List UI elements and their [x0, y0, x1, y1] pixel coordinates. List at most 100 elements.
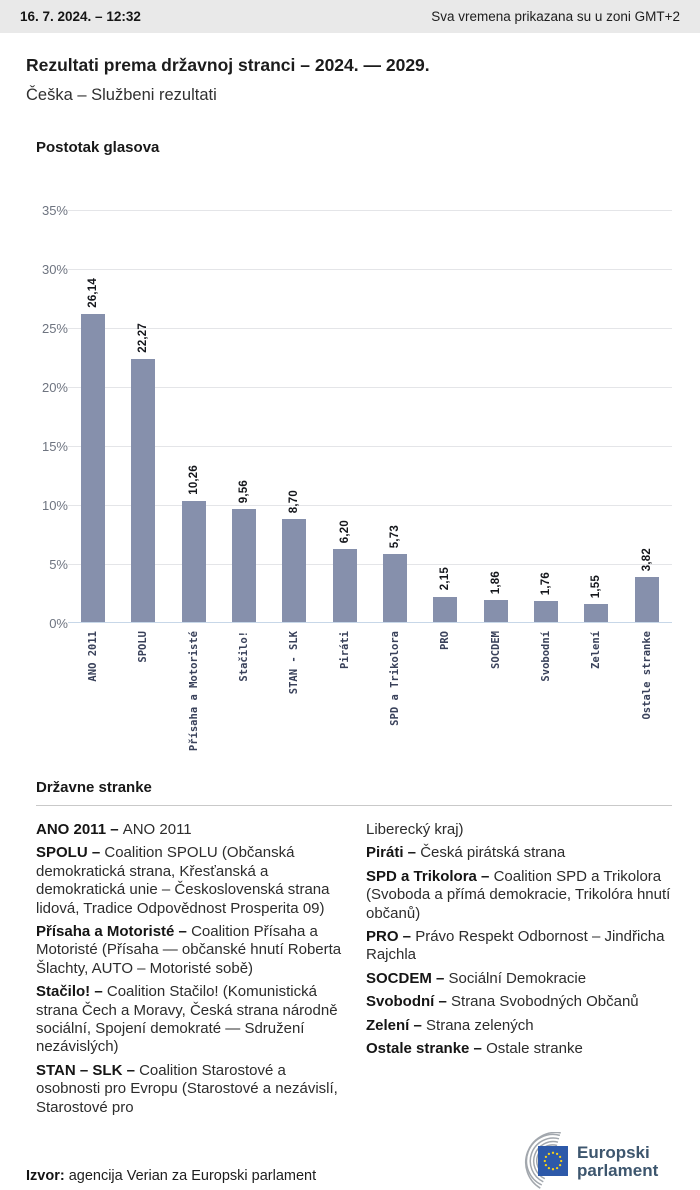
parties-divider — [36, 805, 672, 806]
x-axis-label: Piráti — [338, 631, 351, 669]
bar-slot: 8,70 — [269, 210, 319, 622]
bar-slot: 26,14 — [68, 210, 118, 622]
gridline — [68, 387, 672, 388]
parties-column: ANO 2011 – ANO 2011 SPOLU – Coalition SPO… — [36, 816, 342, 1122]
party-name: Svobodní – — [366, 993, 452, 1011]
party-item: SPD a Trikolora – Coalition SPD a Trikol… — [366, 868, 672, 923]
x-axis-label: SPD a Trikolora — [389, 631, 402, 726]
x-axis-label: Přísaha a Motoristé — [187, 631, 200, 752]
chart-section: Postotak glasova 35% 30% 25% 20% 15% 10% 5% 0% … — [0, 138, 700, 763]
source-text: agencija Verian za Europski parlament — [64, 1168, 317, 1185]
party-description: Strana zelených — [426, 1016, 534, 1034]
top-bar: 16. 7. 2024. – 12:32 Sva vremena prikaza… — [0, 0, 700, 33]
x-label-slot: SPOLU — [118, 623, 168, 763]
x-axis-labels: ANO 2011 SPOLU Přísaha a Motoristé Stačilo!… — [68, 623, 672, 763]
bar-value-label: 10,26 — [187, 465, 200, 495]
party-item: Svobodní – Strana Svobodných Občanů — [366, 993, 672, 1011]
x-label-slot: ANO 2011 — [68, 623, 118, 763]
party-item: SOCDEM – Sociální Demokracie — [366, 970, 672, 988]
y-axis-label: 15% — [41, 439, 68, 454]
party-description: Právo Respekt Odbornost – Jindřicha Rajc… — [366, 928, 665, 964]
source-line: Izvor: agencija Verian za Europski parla… — [26, 1168, 316, 1184]
page-title: Rezultati prema državnoj stranci – 2024.… — [26, 55, 430, 75]
bar — [433, 596, 458, 622]
x-label-slot: SPD a Trikolora — [370, 623, 420, 763]
party-name: Stačilo! – — [36, 983, 107, 1001]
party-item: ANO 2011 – ANO 2011 — [36, 821, 342, 839]
bar-slot: 22,27 — [118, 210, 168, 622]
x-label-slot: STAN - SLK — [269, 623, 319, 763]
x-axis-label: Zelení — [590, 631, 603, 669]
parties-column: Liberecký kraj) Piráti – Česká pirátská s… — [366, 816, 672, 1122]
bar — [584, 603, 609, 622]
party-name: PRO – — [366, 928, 416, 946]
gridline — [68, 446, 672, 447]
x-axis-label: STAN - SLK — [288, 631, 301, 695]
party-description: Coalition Stačilo! (Komunistická strana … — [36, 983, 338, 1056]
party-description: Česká pirátská strana — [420, 844, 566, 862]
bar — [282, 519, 307, 622]
party-name: Piráti – — [366, 844, 421, 862]
y-axis: 35% 30% 25% 20% 15% 10% 5% 0% — [30, 203, 68, 631]
gridline — [68, 269, 672, 270]
gridline — [68, 564, 672, 565]
bar-value-label: 3,82 — [640, 547, 653, 571]
party-name: SOCDEM – — [366, 969, 449, 987]
party-description: Coalition Starostové a osobnosti pro Evr… — [36, 1061, 338, 1116]
party-description: ANO 2011 — [122, 821, 192, 838]
bar-value-label: 1,86 — [489, 570, 502, 595]
bar — [634, 576, 659, 622]
eu-flag-icon — [538, 1146, 568, 1177]
party-item: Stačilo! – Coalition Stačilo! (Komunisti… — [36, 983, 342, 1057]
party-description: Liberecký kraj) — [366, 821, 464, 838]
x-label-slot: Piráti — [320, 623, 370, 763]
x-axis-label: Stačilo! — [238, 631, 251, 682]
bar — [534, 601, 559, 622]
bar-value-label: 8,70 — [288, 490, 301, 514]
party-item: Zelení – Strana zelených — [366, 1017, 672, 1035]
y-axis-label: 10% — [41, 498, 68, 513]
page-footer: Izvor: agencija Verian za Europski parla… — [0, 1132, 700, 1190]
bar-slot: 9,56 — [219, 210, 269, 622]
date-time-label: 16. 7. 2024. – 12:32 — [20, 9, 141, 24]
bar — [181, 500, 206, 622]
gridline — [68, 210, 672, 211]
parties-columns: ANO 2011 – ANO 2011 SPOLU – Coalition SPO… — [36, 816, 672, 1122]
party-item: Přísaha a Motoristé – Coalition Přísaha … — [36, 923, 342, 978]
bar — [383, 554, 408, 622]
party-item: SPOLU – Coalition SPOLU (Občanská demokr… — [36, 844, 342, 918]
x-axis-label: SPOLU — [137, 631, 150, 663]
bar-value-label: 6,20 — [338, 519, 351, 543]
party-item: Piráti – Česká pirátská strana — [366, 844, 672, 862]
y-axis-label: 30% — [41, 262, 68, 277]
bar — [232, 509, 257, 622]
gridline — [68, 505, 672, 506]
bar-chart: 35% 30% 25% 20% 15% 10% 5% 0% 26,14 22,27 10,26 9,… — [36, 203, 672, 631]
party-item: STAN – SLK – Coalition Starostové a osob… — [36, 1062, 342, 1117]
bar-value-label: 1,76 — [540, 572, 553, 596]
x-label-slot: Stačilo! — [219, 623, 269, 763]
bar-value-label: 1,55 — [590, 574, 603, 598]
timezone-note: Sva vremena prikazana su u zoni GMT+2 — [431, 9, 680, 24]
party-item: Liberecký kraj) — [366, 821, 672, 839]
bar-slot: 3,82 — [622, 210, 672, 622]
bar-value-label: 9,56 — [238, 480, 251, 504]
party-item: PRO – Právo Respekt Odbornost – Jindřich… — [366, 928, 672, 965]
bar — [81, 313, 106, 622]
bar-slot: 1,55 — [571, 210, 621, 622]
x-axis-label: ANO 2011 — [87, 631, 100, 682]
page-subtitle: Češka – Službeni rezultati — [26, 86, 217, 104]
bar — [483, 600, 508, 622]
bar-value-label: 5,73 — [389, 525, 402, 549]
party-name: SPOLU – — [36, 844, 105, 862]
y-axis-label: 5% — [49, 557, 68, 572]
party-description: Strana Svobodných Občanů — [451, 993, 639, 1011]
x-label-slot: PRO — [420, 623, 470, 763]
x-axis-label: SOCDEM — [489, 631, 502, 669]
x-label-slot: SOCDEM — [471, 623, 521, 763]
bar-slot: 6,20 — [320, 210, 370, 622]
y-axis-label: 20% — [41, 380, 68, 395]
bar-slot: 1,86 — [471, 210, 521, 622]
bar-value-label: 26,14 — [87, 277, 100, 308]
x-axis-label: PRO — [439, 631, 452, 650]
